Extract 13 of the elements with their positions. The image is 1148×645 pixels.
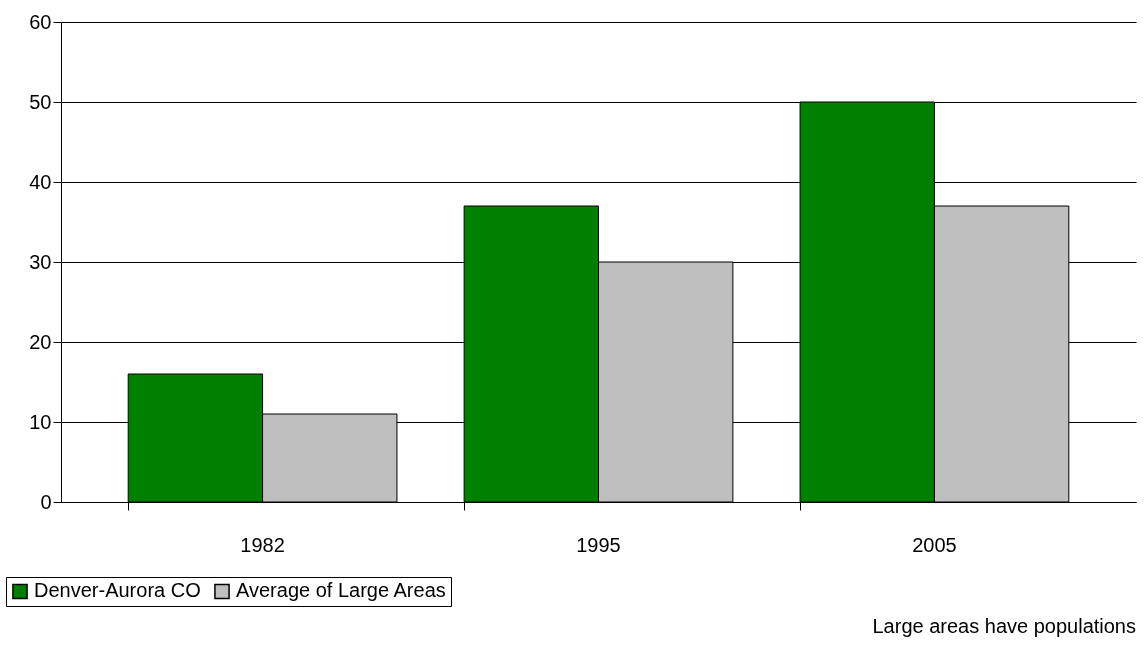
x-tick-label: 2005 [912, 533, 957, 556]
text: Large areas have populations [872, 615, 1136, 637]
legend-label: Denver-Aurora CO [34, 579, 201, 602]
y-tick-label: 30 [29, 250, 52, 273]
y-tick-label: 40 [29, 170, 52, 193]
x-tick-label: 1995 [576, 533, 621, 556]
x-tick-label: 1982 [240, 533, 285, 556]
y-tick-label: 60 [29, 10, 52, 33]
y-tick-label: 0 [40, 490, 52, 513]
y-tick-label: 20 [29, 330, 52, 353]
y-tick-label: 10 [29, 410, 52, 433]
legend-label: Average of Large Areas [236, 579, 446, 602]
y-tick-label: 50 [29, 90, 52, 113]
